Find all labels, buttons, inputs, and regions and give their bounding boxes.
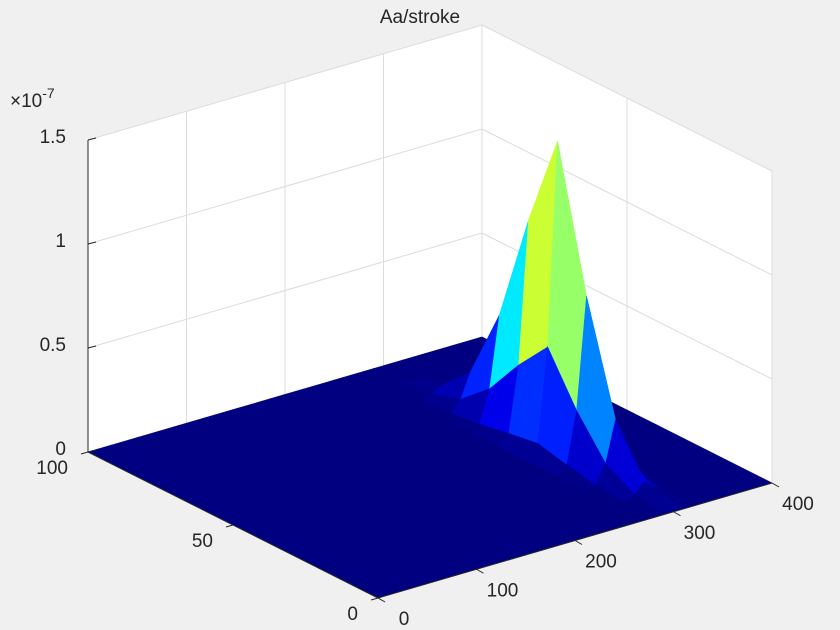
tick-mark (574, 540, 583, 545)
grid-line (481, 24, 773, 172)
x-tick-label: 300 (684, 523, 716, 544)
y-tick-label: 50 (192, 531, 213, 552)
grid-line (87, 128, 483, 245)
z-multiplier-base: ×10 (10, 91, 42, 112)
y-tick-label: 100 (36, 458, 68, 479)
z-tick-label: 0 (55, 439, 66, 460)
tick-mark (87, 345, 97, 349)
tick-mark (87, 449, 97, 453)
tick-mark (87, 241, 97, 245)
x-tick-label: 0 (399, 609, 410, 630)
tick-mark (476, 568, 484, 574)
tick-mark (673, 511, 681, 517)
tick-mark (80, 451, 89, 455)
tick-mark (87, 137, 97, 141)
z-tick-label: 1.5 (40, 127, 66, 148)
y-tick-label: 0 (347, 604, 358, 625)
x-tick-label: 400 (782, 494, 814, 515)
grid-line (87, 24, 483, 141)
tick-mark (225, 524, 234, 528)
z-tick-label: 1 (55, 231, 66, 252)
z-exponent: -7 (42, 85, 55, 101)
grid-line (87, 232, 483, 349)
tick-mark (771, 482, 780, 488)
x-tick-label: 100 (487, 580, 519, 601)
x-tick-label: 200 (585, 552, 617, 573)
grid-line (481, 128, 773, 276)
z-multiplier: ×10-7 (10, 85, 55, 112)
tick-mark (370, 597, 379, 601)
chart-title: Aa/stroke (380, 7, 460, 28)
z-tick-label: 0.5 (40, 335, 66, 356)
tick-mark (377, 597, 386, 603)
